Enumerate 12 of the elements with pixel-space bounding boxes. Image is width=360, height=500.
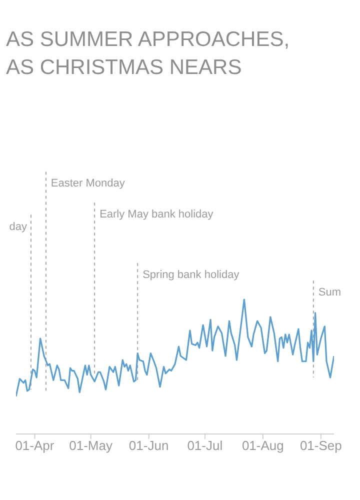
x-tick-label: 01-Jul <box>187 438 223 454</box>
ref-line-label: Spring bank holiday <box>142 269 240 282</box>
ref-line-label: Easter Monday <box>50 178 126 190</box>
x-tick-label: 01-Jun <box>128 438 169 454</box>
ref-line-label: Early May bank holiday <box>100 208 214 221</box>
ref-line-label: day <box>9 220 28 233</box>
x-tick-label: 01-Sep <box>300 438 342 454</box>
ref-line-label: Sum <box>318 286 342 299</box>
chart-title: AS SUMMER APPROACHES, AS CHRISTMAS NEARS <box>6 27 290 81</box>
x-tick-label: 01-May <box>69 438 113 454</box>
x-tick-label: 01-Aug <box>242 438 284 454</box>
x-tick-label: 01-Apr <box>15 438 55 454</box>
